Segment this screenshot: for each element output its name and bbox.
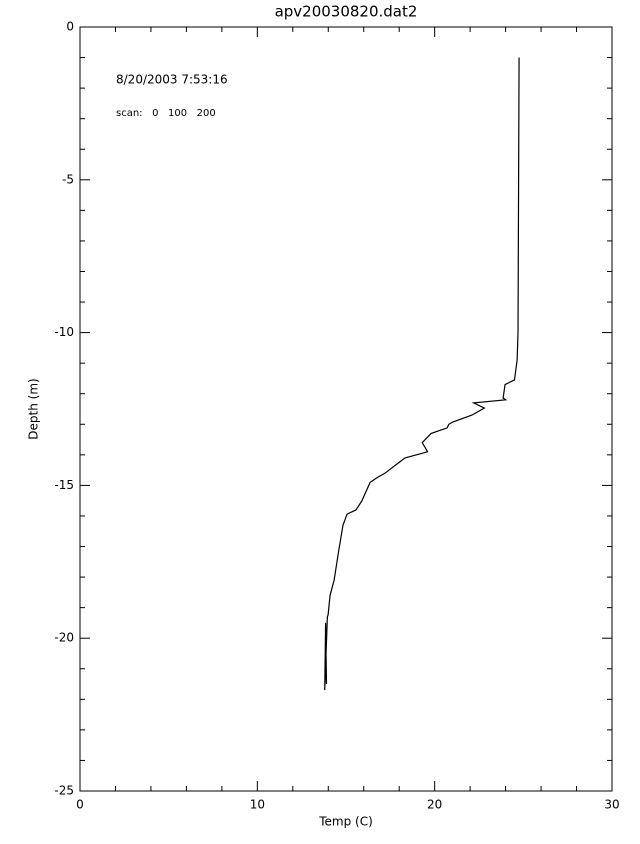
chart-title: apv20030820.dat2	[275, 3, 418, 21]
y-tick-label: -15	[54, 478, 74, 492]
y-tick-label: 0	[66, 20, 74, 34]
plot-frame	[79, 26, 613, 792]
y-tick-label: -10	[54, 325, 74, 339]
annotation: 8/20/2003 7:53:16	[116, 73, 228, 87]
y-axis-label: Depth (m)	[27, 378, 41, 439]
x-tick-label: 10	[250, 798, 265, 812]
x-tick-label: 0	[76, 798, 84, 812]
annotation: scan: 0 100 200	[116, 108, 216, 119]
y-tick-label: -25	[54, 784, 74, 798]
x-tick-label: 30	[604, 798, 619, 812]
profile-line	[324, 57, 520, 691]
x-tick-label: 20	[427, 798, 442, 812]
y-tick-label: -5	[62, 172, 74, 186]
x-axis-label: Temp (C)	[318, 815, 373, 829]
y-tick-label: -20	[54, 631, 74, 645]
